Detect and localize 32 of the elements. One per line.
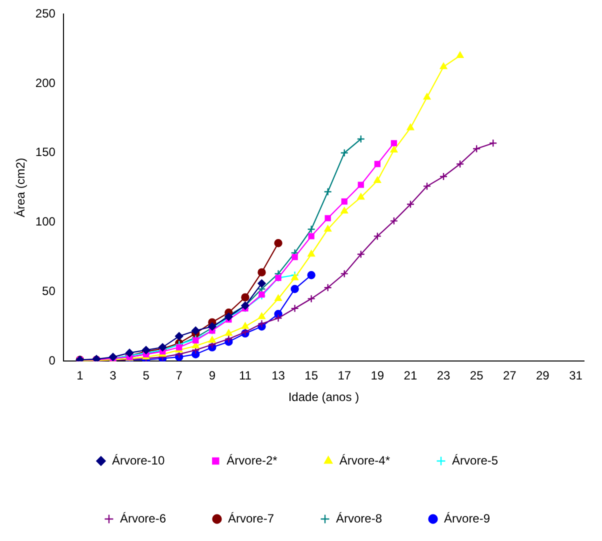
x-tick-label: 5 [142, 368, 150, 383]
x-tick-label: 19 [370, 368, 384, 383]
legend-label: Árvore-4* [339, 453, 390, 468]
x-tick-label: 17 [338, 368, 352, 383]
x-tick-label: 1 [76, 368, 84, 383]
y-tick-label: 200 [35, 76, 56, 90]
x-tick-label: 27 [502, 368, 517, 383]
y-tick-label: 0 [48, 354, 56, 368]
x-tick-label: 11 [238, 368, 252, 383]
legend-label: Árvore-8 [336, 511, 382, 526]
y-tick-label: 250 [35, 6, 56, 20]
x-tick-label: 21 [404, 368, 418, 383]
x-tick-label: 31 [569, 368, 583, 383]
legend-label: Árvore-5 [452, 453, 498, 468]
x-tick-label: 7 [176, 368, 183, 383]
x-tick-label: 23 [436, 368, 451, 383]
legend-label: Árvore-10 [112, 453, 165, 468]
x-tick-label: 25 [470, 368, 484, 383]
x-tick-label: 15 [304, 368, 318, 383]
x-tick-label: 13 [272, 368, 286, 383]
legend-label: Árvore-6 [120, 511, 166, 526]
y-axis-title: Área (cm2) [14, 158, 28, 218]
y-tick-label: 150 [35, 145, 56, 160]
y-tick-label: 100 [35, 214, 56, 229]
x-tick-label: 3 [110, 368, 117, 383]
x-tick-label: 9 [208, 368, 216, 383]
legend-label: Árvore-9 [444, 511, 490, 526]
legend-label: Árvore-2* [226, 453, 278, 468]
x-tick-label: 29 [536, 368, 550, 383]
legend-label: Árvore-7 [228, 511, 274, 526]
x-axis-title: Idade (anos ) [288, 390, 360, 404]
y-tick-label: 50 [42, 284, 56, 298]
